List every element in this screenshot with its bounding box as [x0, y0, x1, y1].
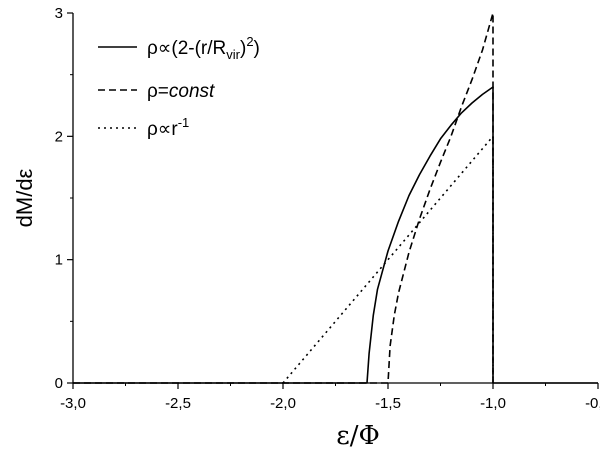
x-tick-label: -2,0: [270, 395, 296, 412]
y-axis-label: dM/dε: [12, 168, 37, 227]
legend-label-inverse: ρ∝r-1: [147, 115, 189, 140]
y-tick-label: 1: [55, 252, 63, 269]
series-line-solid: [73, 86, 598, 384]
ticks-group: -3,0 -2,5 -2,0 -1,5 -1,0 -0,5 0 1 2 3: [55, 5, 600, 412]
legend-label-constant: ρ=const: [147, 81, 215, 102]
y-tick-label: 2: [55, 128, 63, 145]
x-tick-label: -0,5: [585, 395, 600, 412]
series-line-dashed: [73, 12, 494, 384]
x-tick-label: -1,5: [375, 395, 401, 412]
legend-label-parabolic: ρ∝(2-(r/Rvir)2): [147, 34, 260, 62]
x-tick-label: -2,5: [165, 395, 191, 412]
legend: ρ∝(2-(r/Rvir)2) ρ=const ρ∝r-1: [98, 34, 260, 140]
axes: [72, 13, 598, 384]
series-line-dotted: [282, 135, 494, 384]
y-tick-label: 0: [55, 375, 63, 392]
series-group: [73, 12, 598, 384]
x-tick-label: -1,0: [480, 395, 506, 412]
y-tick-label: 3: [55, 5, 63, 22]
x-tick-label: -3,0: [60, 395, 86, 412]
x-axis-label: ε/Φ: [336, 421, 380, 451]
